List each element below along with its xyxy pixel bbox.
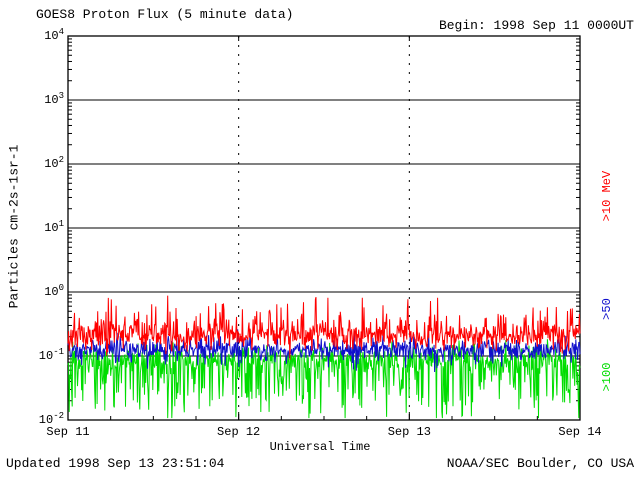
y-tick-label: 100 (44, 283, 64, 299)
flux-series-line (67, 329, 581, 373)
x-tick-label: Sep 11 (46, 425, 90, 439)
x-tick-label: Sep 12 (217, 425, 261, 439)
begin-timestamp: Begin: 1998 Sep 11 0000UT (438, 18, 634, 33)
updated-timestamp: Updated 1998 Sep 13 23:51:04 (6, 456, 225, 471)
flux-series-line (67, 295, 581, 360)
credit: NOAA/SEC Boulder, CO USA (446, 456, 634, 471)
series-label: >100 (600, 362, 614, 392)
y-tick-label: 103 (44, 91, 64, 107)
y-tick-label: 102 (44, 155, 64, 171)
x-tick-label: Sep 13 (387, 425, 431, 439)
y-tick-label: 104 (44, 27, 64, 43)
y-tick-label: 10-2 (38, 411, 64, 427)
y-tick-label: 101 (44, 219, 64, 235)
series-label: >10 MeV (600, 170, 614, 222)
x-axis-label: Universal Time (269, 440, 371, 454)
flux-series-line (67, 339, 581, 419)
y-tick-label: 10-1 (38, 347, 64, 363)
chart-title: GOES8 Proton Flux (5 minute data) (36, 7, 294, 22)
x-tick-label: Sep 14 (558, 425, 602, 439)
